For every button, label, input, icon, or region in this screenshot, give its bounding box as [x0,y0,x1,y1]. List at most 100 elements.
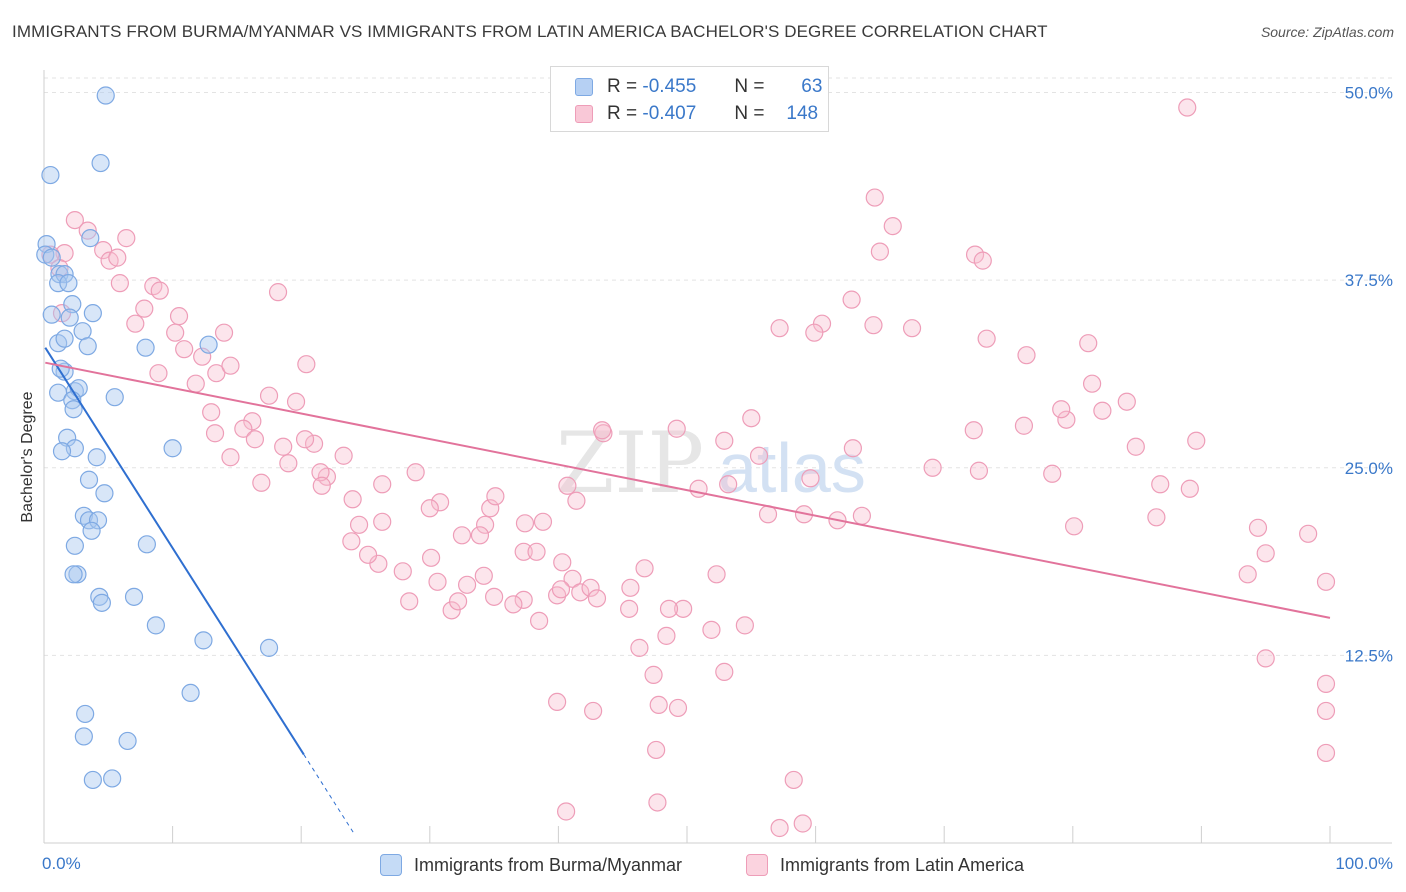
latin-america-point [373,512,392,531]
burma-point [68,565,87,584]
latin-america-point [805,323,824,342]
burma-point [49,383,68,402]
latin-america-point [865,188,884,207]
latin-america-point [175,340,194,359]
latin-america-point [1316,701,1336,721]
latin-america-point [108,248,127,267]
burma-point [259,638,279,657]
burma-point [92,593,111,612]
watermark-zip: ZIP [556,414,704,512]
burma-point [146,616,165,635]
latin-america-point [902,319,922,338]
latin-america-point [1187,431,1206,450]
latin-america-point [770,319,789,338]
latin-america-point [567,491,586,510]
latin-america-point [719,475,738,494]
burma-point [91,153,110,173]
latin-america-point [207,364,226,383]
burma-point [136,338,155,357]
y-tick-label: 12.5% [1345,646,1393,665]
latin-america-point [635,559,654,578]
latin-america-point [630,638,649,657]
latin-america-point [369,554,388,573]
burma-point [88,511,108,530]
latin-america-point [457,575,477,594]
latin-america-point [406,463,425,482]
latin-america-point [279,454,298,473]
burma-point [78,337,97,356]
burma-point [55,265,74,284]
latin-america-point [259,386,279,405]
latin-america-point [312,476,331,495]
latin-america-point [571,583,590,602]
latin-america-point [202,403,221,422]
legend-n-label: N = [734,76,765,97]
burma-point [81,229,100,248]
series-legend-burma[interactable]: Immigrants from Burma/Myanmar [380,852,682,878]
latin-america-trend-line [45,361,1331,619]
correlation-legend: R = -0.455 N = 63 R = -0.407 N = 148 [550,66,829,132]
x-tick-label-max: 100.0% [1335,854,1393,873]
latin-america-point [558,476,577,495]
latin-america-point [563,569,582,588]
latin-america-point [186,374,205,393]
latin-america-point [843,439,862,458]
burma-point [87,448,106,467]
series-legend-latin[interactable]: Immigrants from Latin America [746,852,1024,878]
latin-america-point [593,421,612,440]
latin-america-point [1043,464,1062,483]
latin-america-point [1017,346,1036,365]
latin-america-point [1316,572,1336,591]
latin-america-point [620,599,639,618]
latin-america-point [621,578,640,597]
latin-america-point [252,473,271,492]
latin-america-point [205,424,225,443]
latin-america-point [1064,517,1084,536]
latin-america-point [657,626,676,645]
latin-america-point [286,392,306,411]
burma-point [137,535,156,554]
legend-row-burma: R = -0.455 N = 63 [575,74,822,100]
latin-america-point [964,421,983,440]
legend-swatch-burma [575,78,593,96]
latin-america-point [1126,437,1145,456]
legend-row-latin: R = -0.407 N = 148 [575,101,822,127]
latin-america-point [452,526,472,545]
series-label-latin: Immigrants from Latin America [780,854,1025,875]
latin-america-point [864,316,883,335]
watermark-atlas: atlas [718,429,866,507]
legend-r-label: R = [607,103,638,124]
latin-america-point [801,469,820,488]
latin-america-point [1178,98,1197,117]
latin-america-point [245,430,265,449]
latin-america-point [647,740,666,760]
latin-america-point [977,329,996,348]
latin-america-point [485,587,504,606]
latin-america-point [442,601,461,620]
latin-america-point [1151,475,1170,494]
latin-america-point [1256,649,1275,668]
latin-america-point [1248,518,1268,537]
latin-america-point [973,251,992,270]
burma-point [96,86,115,105]
burma-point [74,727,93,746]
latin-america-point [551,580,571,599]
latin-america-point [581,578,600,597]
latin-america-point [668,698,688,718]
latin-america-point [486,487,505,506]
latin-america-point [221,356,240,375]
latin-america-point [420,499,439,518]
series-legend: Immigrants from Burma/Myanmar Immigrants… [0,852,1406,878]
latin-america-point [715,662,734,681]
latin-america-point [923,458,942,477]
burma-point [83,304,102,323]
burma-point [83,770,102,790]
latin-america-point [735,616,754,635]
latin-america-point [430,493,450,512]
latin-america-point [1316,674,1336,693]
series-swatch-burma [380,854,402,876]
latin-america-point [428,572,447,591]
latin-america-point [533,512,553,531]
latin-america-point [373,475,392,494]
legend-n-label: N = [734,103,765,124]
